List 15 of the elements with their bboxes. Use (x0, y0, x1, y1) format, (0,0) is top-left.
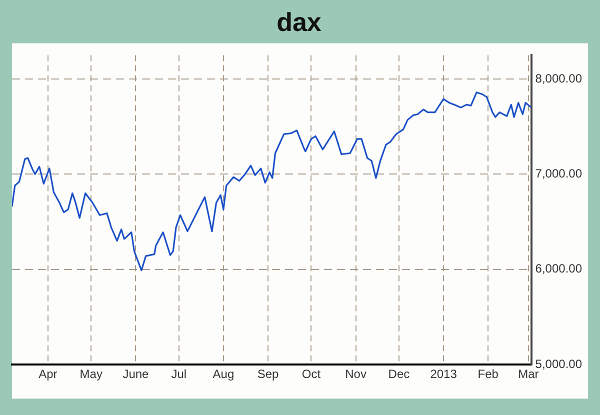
x-tick-label: Nov (345, 367, 366, 382)
x-tick-label: Apr (38, 367, 58, 382)
x-tick-label: Sep (257, 367, 280, 382)
x-tick-label: Aug (212, 367, 234, 382)
x-tick-label: Feb (478, 367, 499, 382)
y-tick-label: 7,000.00 (535, 166, 582, 181)
x-tick-label: Oct (302, 367, 322, 382)
y-tick-label: 6,000.00 (535, 262, 582, 276)
chart-title: dax (276, 6, 322, 37)
x-tick-label: May (80, 367, 102, 382)
x-tick-label: Jul (171, 367, 187, 382)
x-tick-label: Dec (388, 367, 410, 382)
y-tick-label: 8,000.00 (535, 71, 582, 86)
x-tick-label: 2013 (430, 367, 458, 382)
x-tick-label: June (122, 367, 150, 382)
